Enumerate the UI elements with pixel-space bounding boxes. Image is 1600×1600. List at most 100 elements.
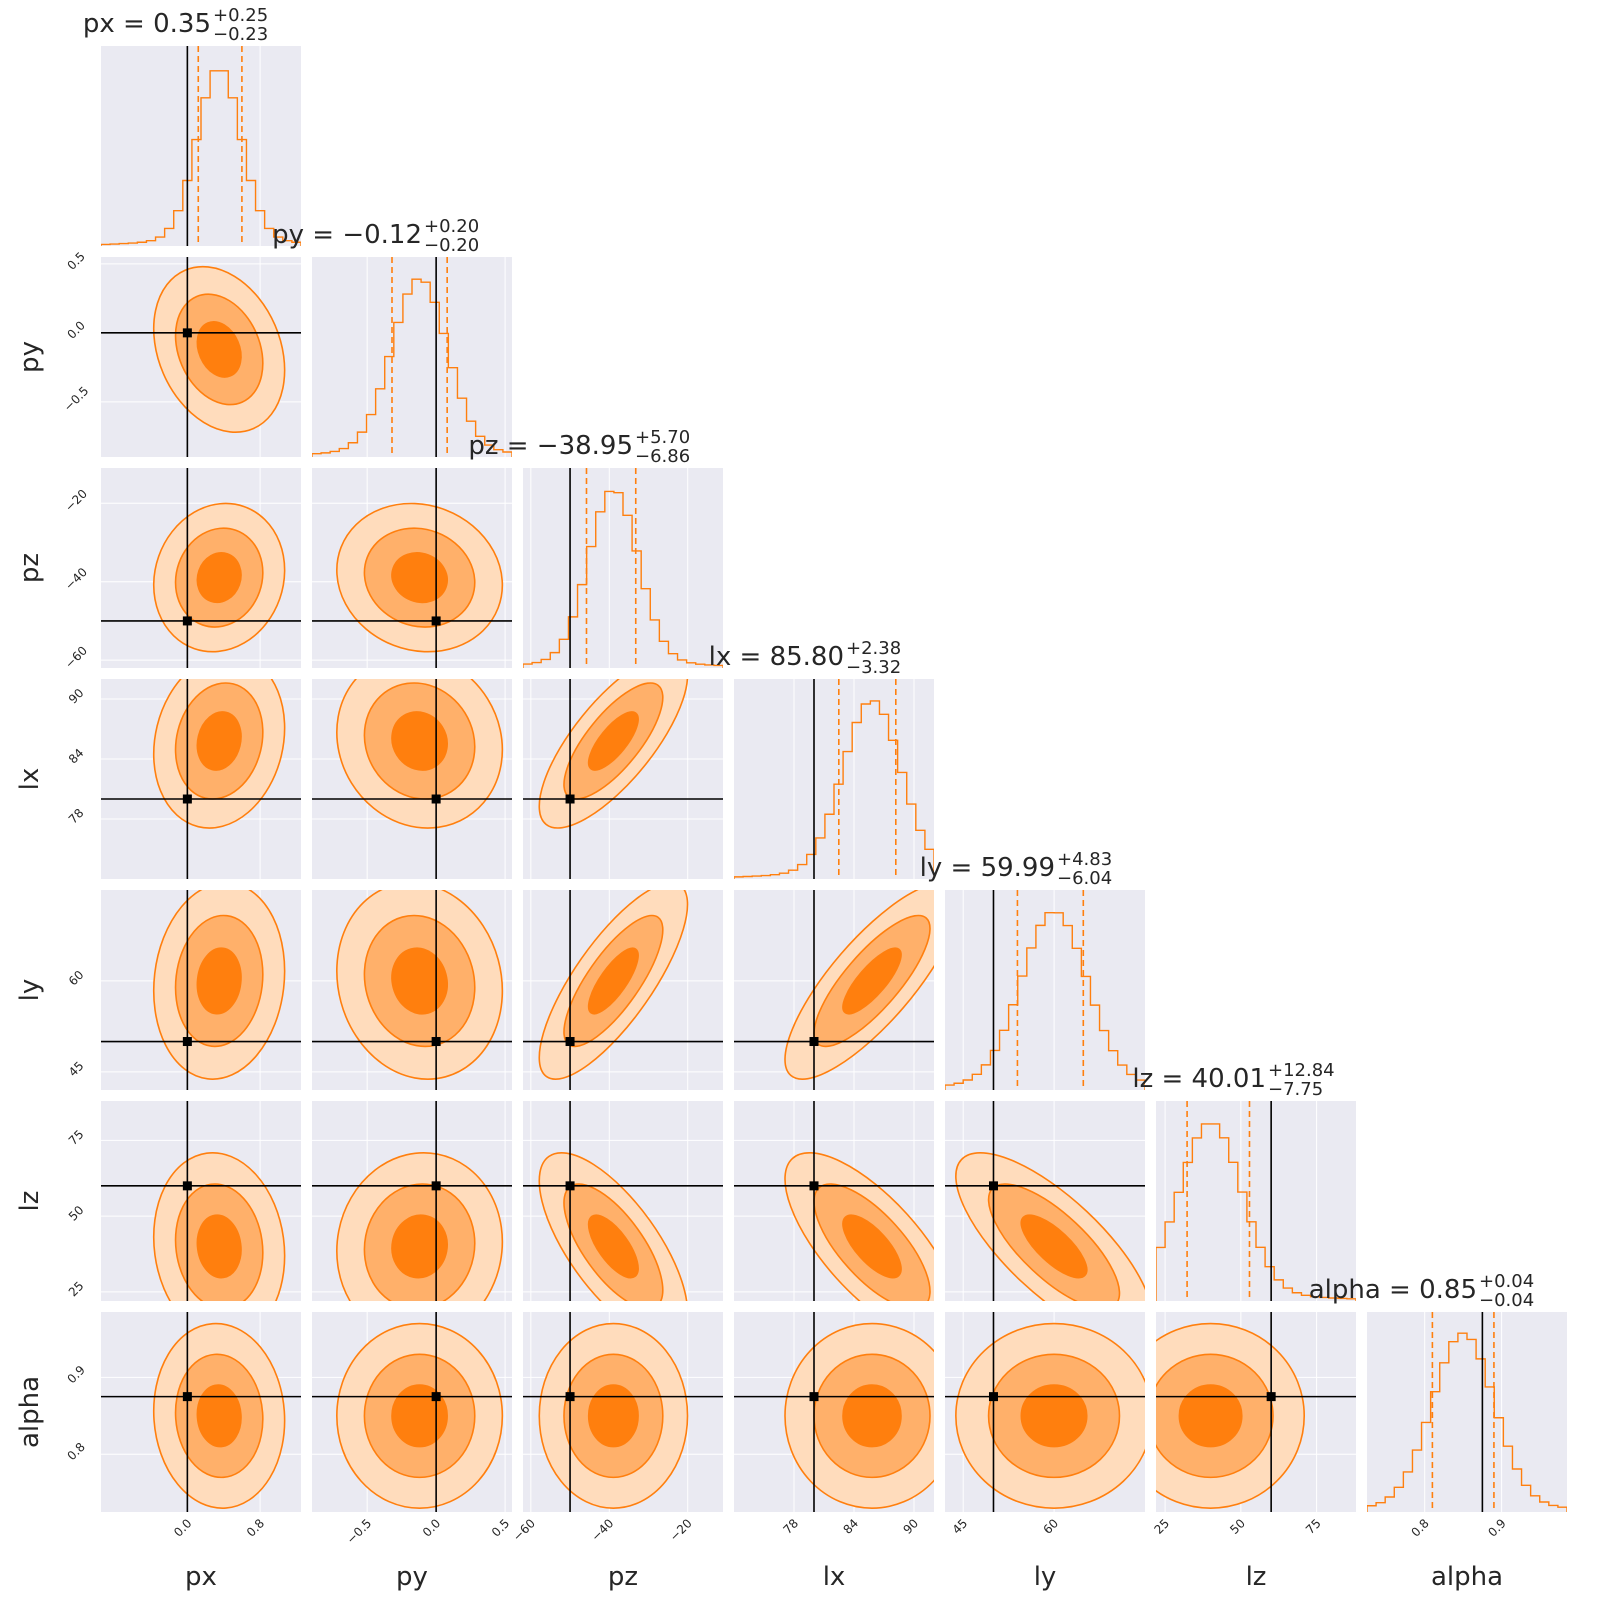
truth-marker <box>182 328 192 338</box>
title-plus-error: +0.25 <box>213 5 268 26</box>
x-tick-label: 50 <box>1227 1516 1248 1537</box>
y-tick-label: 84 <box>66 746 87 767</box>
truth-marker <box>1266 1392 1276 1402</box>
panel-py-lz <box>312 1101 512 1301</box>
credible-region-contour <box>587 1214 639 1279</box>
x-tick-label: 75 <box>1303 1516 1324 1537</box>
title-minus-error: −0.04 <box>1479 1290 1534 1311</box>
y-axis-label: pz <box>15 553 45 583</box>
y-tick-label: 0.0 <box>64 318 87 341</box>
y-axis-label: ly <box>15 979 45 1002</box>
x-tick-label: −20 <box>667 1516 695 1544</box>
x-tick-label: 60 <box>1041 1516 1062 1537</box>
y-tick-label: 75 <box>66 1127 87 1148</box>
y-axis-label: alpha <box>15 1376 45 1448</box>
panel-background <box>734 679 934 879</box>
panel-lx-ly <box>734 890 934 1090</box>
y-axis-label: lz <box>15 1191 45 1212</box>
x-tick-label: 90 <box>900 1516 921 1537</box>
truth-marker <box>809 1392 819 1402</box>
credible-region-contour <box>842 947 902 1015</box>
x-tick-label: 84 <box>840 1516 861 1537</box>
x-tick-label: 78 <box>780 1516 801 1537</box>
panel-pz-ly <box>523 890 723 1090</box>
panel-ly-ly <box>945 890 1145 1090</box>
truth-marker <box>988 1181 998 1191</box>
histogram-pz <box>523 490 723 668</box>
credible-region-contour <box>1020 1384 1088 1448</box>
panel-background <box>101 46 301 246</box>
y-tick-label: 45 <box>66 1059 87 1080</box>
credible-region-contour <box>196 1214 242 1279</box>
title-value: pz = −38.95 <box>468 431 633 461</box>
panel-background <box>1367 1312 1567 1512</box>
truth-marker <box>182 616 192 626</box>
histogram-px <box>101 70 301 246</box>
title-plus-error: +5.70 <box>635 427 690 448</box>
truth-marker <box>182 1181 192 1191</box>
y-axis-label: py <box>15 341 45 373</box>
title-minus-error: −0.20 <box>424 235 479 256</box>
panel-px-py: 0.5 0.0 −0.5 <box>61 249 301 457</box>
y-tick-label: 90 <box>66 686 87 707</box>
truth-marker <box>565 794 575 804</box>
x-tick-label: 0.0 <box>171 1516 194 1539</box>
panel-px-pz: −20 −40 −60 <box>62 468 301 671</box>
x-tick-label: −60 <box>510 1516 538 1544</box>
histogram-alpha <box>1367 1332 1567 1512</box>
x-tick-label: 0.0 <box>420 1516 443 1539</box>
histogram-py <box>312 278 512 457</box>
histogram-ly <box>945 912 1145 1090</box>
credible-region-contour <box>391 947 448 1015</box>
panel-px-px <box>101 46 301 246</box>
title-minus-error: −3.32 <box>846 657 901 678</box>
panel-pz-lz <box>523 1101 723 1301</box>
x-axis-label: alpha <box>1431 1562 1503 1592</box>
credible-region-contour <box>842 1214 902 1279</box>
y-tick-label: 78 <box>66 806 87 827</box>
panel-lz-lz <box>1156 1101 1356 1301</box>
panel-ly-lz <box>945 1101 1145 1301</box>
title-minus-error: −0.23 <box>213 24 268 45</box>
credible-region-contour <box>391 711 448 771</box>
credible-region-contour <box>391 552 448 604</box>
x-axis-label: lx <box>823 1562 846 1592</box>
panel-title-alpha: alpha = 0.85 +0.04−0.04 <box>1309 1271 1534 1311</box>
y-tick-label: 0.8 <box>64 1440 87 1463</box>
y-tick-label: −20 <box>62 487 90 515</box>
truth-marker <box>182 794 192 804</box>
title-minus-error: −7.75 <box>1268 1079 1323 1100</box>
panel-title-lx: lx = 85.80 +2.38−3.32 <box>709 638 902 678</box>
panel-px-ly: 60 45 <box>66 890 301 1090</box>
credible-region-contour <box>196 711 242 771</box>
credible-region-contour <box>1178 1384 1243 1448</box>
credible-region-contour <box>587 1384 639 1448</box>
x-axis-label: py <box>396 1562 428 1592</box>
y-tick-label: −0.5 <box>61 384 92 415</box>
panel-ly-alpha: 45 60 <box>945 1312 1145 1537</box>
title-value: py = −0.12 <box>272 220 422 250</box>
credible-region-contour <box>196 552 242 604</box>
panel-lx-lz <box>734 1101 934 1301</box>
truth-marker <box>431 1037 441 1047</box>
title-plus-error: +4.83 <box>1057 849 1112 870</box>
panel-pz-lx <box>523 679 723 879</box>
panel-title-lz: lz = 40.01 +12.84−7.75 <box>1132 1060 1334 1100</box>
truth-marker <box>809 1181 819 1191</box>
truth-marker <box>565 1037 575 1047</box>
credible-region-contour <box>196 321 242 378</box>
x-tick-label: 45 <box>950 1516 971 1537</box>
y-tick-label: 50 <box>66 1203 87 1224</box>
panel-lz-alpha: 25 50 75 <box>1152 1312 1356 1537</box>
y-tick-label: −60 <box>62 643 90 671</box>
panel-px-alpha: 0.9 0.8 0.0 0.8 <box>64 1312 301 1540</box>
credible-region-contour <box>587 711 639 771</box>
truth-marker <box>809 1037 819 1047</box>
title-value: lz = 40.01 <box>1132 1064 1266 1094</box>
x-axis-label: pz <box>608 1562 638 1592</box>
panel-title-px: px = 0.35 +0.25−0.23 <box>83 5 268 45</box>
truth-marker <box>182 1037 192 1047</box>
title-plus-error: +12.84 <box>1268 1060 1335 1081</box>
panel-py-lx <box>312 679 512 879</box>
